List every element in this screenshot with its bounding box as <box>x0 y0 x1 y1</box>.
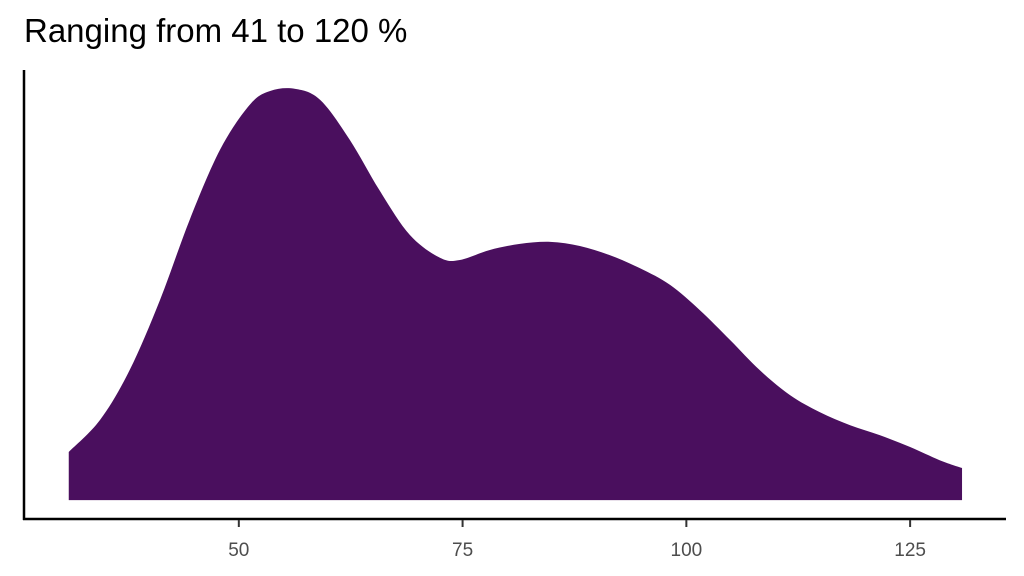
x-tick-label: 50 <box>228 540 249 561</box>
x-tick-label: 125 <box>894 540 926 561</box>
x-tick-label: 100 <box>671 540 703 561</box>
density-area <box>68 88 963 501</box>
chart-title: Ranging from 41 to 120 % <box>24 12 408 49</box>
x-tick-label: 75 <box>452 540 473 561</box>
